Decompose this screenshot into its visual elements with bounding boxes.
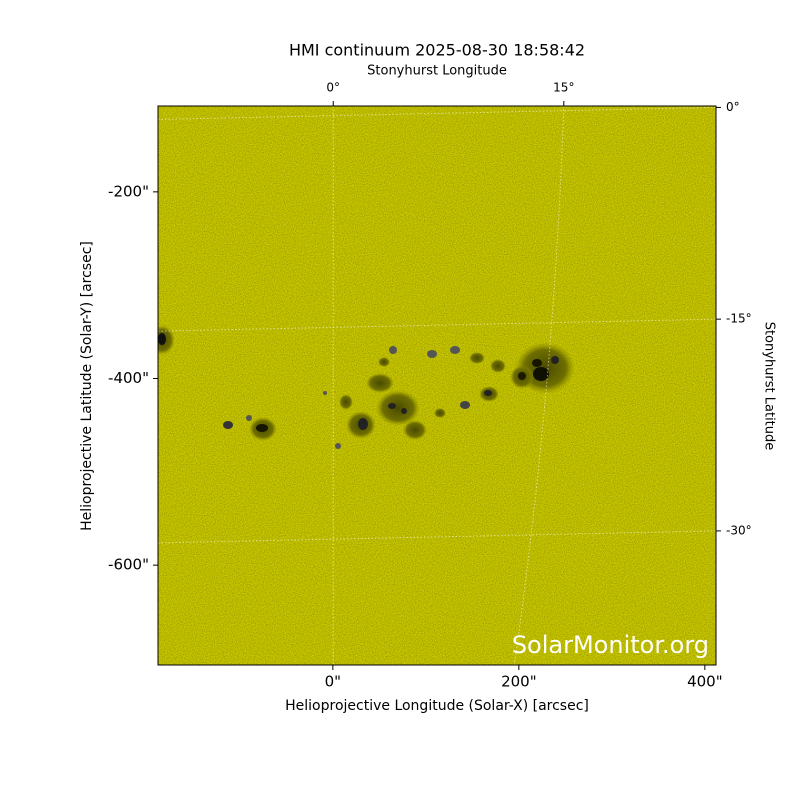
- y-tick-label: -200": [108, 182, 149, 200]
- y-axis-label: Helioprojective Latitude (Solar-Y) [arcs…: [79, 241, 95, 531]
- x-tick-label: 0": [325, 673, 341, 691]
- x2-axis-label: Stonyhurst Longitude: [367, 64, 507, 79]
- y-tick-label: -400": [108, 369, 149, 387]
- plot-frame: [157, 105, 717, 666]
- x2-tick-label: 0°: [326, 81, 340, 95]
- image-noise: [158, 106, 716, 665]
- y-tick-label: -600": [108, 556, 149, 574]
- x-tick-label: 400": [687, 673, 723, 691]
- y2-tick-label: 0°: [726, 100, 740, 114]
- title: HMI continuum 2025-08-30 18:58:42: [289, 41, 585, 60]
- x2-tick-label: 15°: [553, 81, 574, 95]
- x-tick-label: 200": [501, 673, 537, 691]
- y2-tick-label: -30°: [726, 523, 752, 537]
- x-axis-label: Helioprojective Longitude (Solar-X) [arc…: [285, 698, 589, 714]
- y2-tick-label: -15°: [726, 312, 752, 326]
- image-area: [158, 106, 716, 665]
- watermark: SolarMonitor.org: [512, 631, 709, 659]
- longitude-grid-line: [513, 106, 565, 665]
- sunspots: [158, 325, 575, 449]
- y2-axis-label: Stonyhurst Latitude: [762, 322, 777, 451]
